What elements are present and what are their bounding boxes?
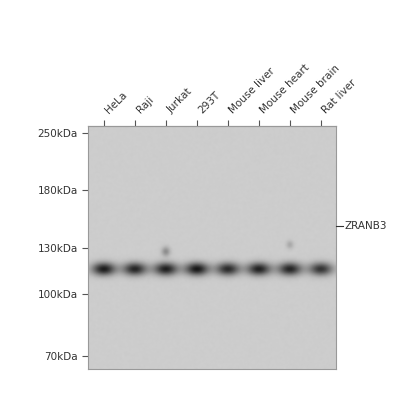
Text: ZRANB3: ZRANB3 bbox=[345, 221, 387, 231]
